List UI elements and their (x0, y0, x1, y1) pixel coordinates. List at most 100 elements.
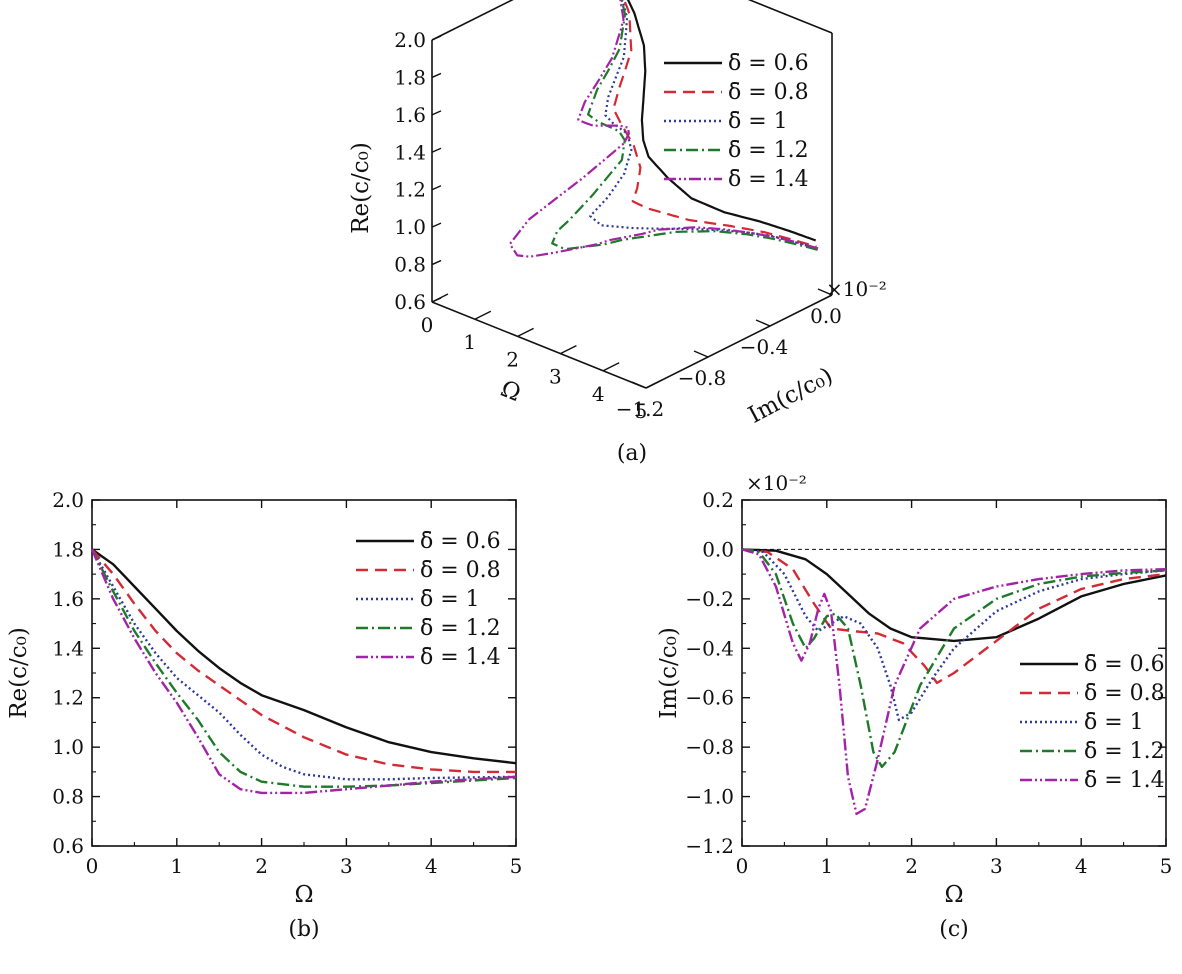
series-line-c-d08 (741, 548, 1167, 685)
y-axis-label-a: Im(c/c₀) (744, 363, 837, 429)
z-tick-label-a: 1.2 (394, 178, 426, 202)
caption-a: (a) (617, 441, 647, 466)
series-line-b-d10 (90, 548, 517, 781)
chart-b-real-part: 0 1 2 3 4 5 0.6 0.8 1.0 1.2 1.4 1.6 1.8 2.0 Ω Re(c/c₀) (… (6, 488, 522, 942)
z-tick-mark-a (431, 35, 442, 41)
x-tick-mark-a (645, 379, 663, 389)
chart-a-3d: 0.6 0.8 1.0 1.2 1.4 1.6 1.8 2.0 0 1 2 3 4 5−1.2 −0.8 −0… (348, 0, 887, 466)
x-tick-label-c: 4 (1075, 854, 1088, 878)
legend-label-a-d06: δ̄ = 0.6 (728, 51, 809, 76)
y-tick-mark-a (693, 350, 709, 358)
z-tick-label-a: 1.0 (394, 215, 426, 239)
x-tick-mark-a (560, 344, 577, 355)
z-tick-mark-a (431, 259, 442, 266)
legend-label-b-d08: δ̄ = 0.8 (420, 558, 501, 583)
x-axis-label-b: Ω (294, 882, 313, 908)
y-tick-label-b: 0.8 (52, 785, 84, 809)
series-line-b-d08 (91, 548, 516, 774)
x-tick-mark-a (431, 293, 449, 303)
z-tick-label-a: 1.6 (394, 103, 426, 127)
z-tick-label-a: 0.8 (394, 253, 426, 277)
z-tick-label-a: 1.8 (394, 65, 426, 89)
series-line-c-d14 (741, 548, 1167, 816)
y-tick-label-c: −0.4 (685, 636, 734, 660)
x-tick-label-a: 0 (421, 313, 434, 337)
z-tick-label-a: 2.0 (394, 28, 426, 52)
caption-c: (c) (939, 917, 969, 942)
y-tick-label-b: 1.4 (52, 636, 84, 660)
box-top-left-edge (431, 0, 514, 41)
y-tick-mark-a (631, 381, 647, 389)
y-tick-label-a: −1.2 (616, 397, 665, 421)
box-top-right-edge (747, 0, 833, 34)
y-tick-label-c: 0.0 (702, 537, 734, 561)
z-tick-mark-a (431, 222, 442, 228)
series-curve-a-d06 (626, 0, 817, 242)
y-tick-label-b: 1.6 (52, 587, 84, 611)
legend-label-a-d10: δ̄ = 1 (728, 109, 788, 134)
z-tick-mark-a (431, 110, 442, 116)
axis-omega-3d (431, 301, 647, 389)
y-tick-label-c: −0.6 (685, 686, 734, 710)
z-tick-mark-a (431, 185, 442, 191)
y-tick-label-c: −0.2 (685, 587, 734, 611)
y-tick-mark-a (755, 319, 771, 327)
legend-label-b-d06: δ̄ = 0.6 (420, 529, 501, 554)
series-curve-a-d08 (612, 0, 817, 248)
y-tick-label-b: 0.6 (52, 834, 84, 858)
legend-label-a-d08: δ̄ = 0.8 (728, 80, 809, 105)
x-tick-label-b: 2 (255, 854, 268, 878)
z-tick-mark-a (431, 147, 442, 153)
x-tick-label-c: 3 (990, 854, 1003, 878)
x-tick-label-a: 4 (592, 382, 605, 406)
y-tick-mark-a (817, 288, 833, 296)
x-tick-label-b: 0 (86, 854, 99, 878)
legend-label-b-d12: δ̄ = 1.2 (420, 616, 501, 641)
series-line-b-d06 (91, 548, 517, 765)
y-tick-label-c: 0.2 (702, 488, 734, 512)
x-tick-label-b: 3 (340, 854, 353, 878)
y-tick-label-a: −0.8 (678, 366, 727, 390)
y-scale-label-a: ×10⁻² (826, 277, 887, 301)
y-tick-label-b: 1.0 (52, 735, 84, 759)
x-tick-label-c: 2 (905, 854, 918, 878)
x-tick-label-b: 5 (510, 854, 523, 878)
legend-label-c-d10: δ̄ = 1 (1084, 710, 1144, 735)
series-line-b-d14 (90, 548, 517, 795)
z-axis-label-a: Re(c/c₀) (348, 142, 374, 234)
x-tick-mark-a (602, 362, 620, 372)
y-tick-label-c: −1.2 (685, 834, 734, 858)
series-line-c-d06 (741, 548, 1167, 643)
x-axis-label-c: Ω (944, 882, 963, 908)
y-tick-label-c: −1.0 (685, 785, 734, 809)
z-tick-label-a: 0.6 (394, 290, 426, 314)
x-tick-label-a: 1 (463, 330, 476, 354)
y-tick-label-b: 1.2 (52, 686, 84, 710)
z-tick-mark-a (431, 72, 442, 79)
series-line-c-d10 (741, 548, 1167, 722)
legend-label-b-d10: δ̄ = 1 (420, 587, 480, 612)
y-tick-label-b: 2.0 (52, 488, 84, 512)
x-tick-label-c: 1 (820, 854, 833, 878)
x-tick-label-a: 5 (635, 399, 648, 423)
y-scale-label-c: ×10⁻² (746, 471, 807, 495)
caption-b: (b) (288, 917, 319, 942)
series-line-c-d12 (741, 548, 1167, 769)
y-tick-label-c: −0.8 (685, 735, 734, 759)
x-tick-mark-a (517, 327, 534, 338)
x-tick-label-b: 4 (425, 854, 438, 878)
series-curve-a-d14 (508, 0, 820, 258)
legend-label-c-d14: δ̄ = 1.4 (1084, 768, 1165, 793)
legend-label-c-d06: δ̄ = 0.6 (1084, 652, 1165, 677)
y-axis-label-b: Re(c/c₀) (6, 627, 32, 719)
y-axis-label-c: Im(c/c₀) (656, 627, 682, 719)
legend-label-c-d08: δ̄ = 0.8 (1084, 681, 1165, 706)
x-tick-label-b: 1 (170, 854, 183, 878)
chart-c-imag-part: 0 1 2 3 4 5 −1.2 −1.0 −0.8 −0.6 −0.4 −0.2 0.0 0.2 ×10⁻… (656, 471, 1172, 942)
x-tick-label-c: 5 (1160, 854, 1173, 878)
legend-label-b-d14: δ̄ = 1.4 (420, 645, 501, 670)
x-axis-label-a: Ω (497, 376, 524, 407)
x-tick-label-c: 0 (736, 854, 749, 878)
legend-label-a-d14: δ̄ = 1.4 (728, 167, 809, 192)
